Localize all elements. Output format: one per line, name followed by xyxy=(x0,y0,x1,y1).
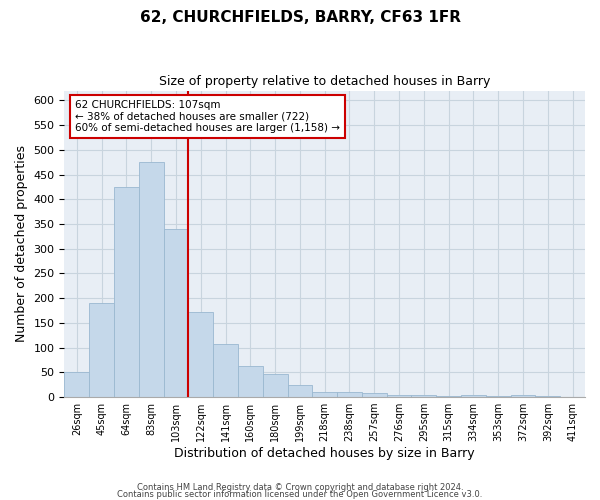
Text: 62, CHURCHFIELDS, BARRY, CF63 1FR: 62, CHURCHFIELDS, BARRY, CF63 1FR xyxy=(139,10,461,25)
Text: Contains public sector information licensed under the Open Government Licence v3: Contains public sector information licen… xyxy=(118,490,482,499)
Bar xyxy=(89,303,114,397)
Bar xyxy=(188,312,213,397)
Bar xyxy=(238,366,263,397)
Bar xyxy=(386,394,412,397)
X-axis label: Distribution of detached houses by size in Barry: Distribution of detached houses by size … xyxy=(175,447,475,460)
Bar xyxy=(213,344,238,397)
Bar xyxy=(139,162,164,397)
Bar xyxy=(486,396,511,397)
Bar xyxy=(412,395,436,397)
Bar xyxy=(535,396,560,397)
Bar xyxy=(337,392,362,397)
Bar xyxy=(313,392,337,397)
Bar xyxy=(362,393,386,397)
Bar xyxy=(436,396,461,397)
Title: Size of property relative to detached houses in Barry: Size of property relative to detached ho… xyxy=(159,75,490,88)
Bar xyxy=(511,394,535,397)
Bar xyxy=(263,374,287,397)
Bar xyxy=(164,229,188,397)
Y-axis label: Number of detached properties: Number of detached properties xyxy=(15,146,28,342)
Bar xyxy=(114,187,139,397)
Text: Contains HM Land Registry data © Crown copyright and database right 2024.: Contains HM Land Registry data © Crown c… xyxy=(137,484,463,492)
Bar xyxy=(287,384,313,397)
Bar xyxy=(461,394,486,397)
Bar xyxy=(64,372,89,397)
Text: 62 CHURCHFIELDS: 107sqm
← 38% of detached houses are smaller (722)
60% of semi-d: 62 CHURCHFIELDS: 107sqm ← 38% of detache… xyxy=(75,100,340,133)
